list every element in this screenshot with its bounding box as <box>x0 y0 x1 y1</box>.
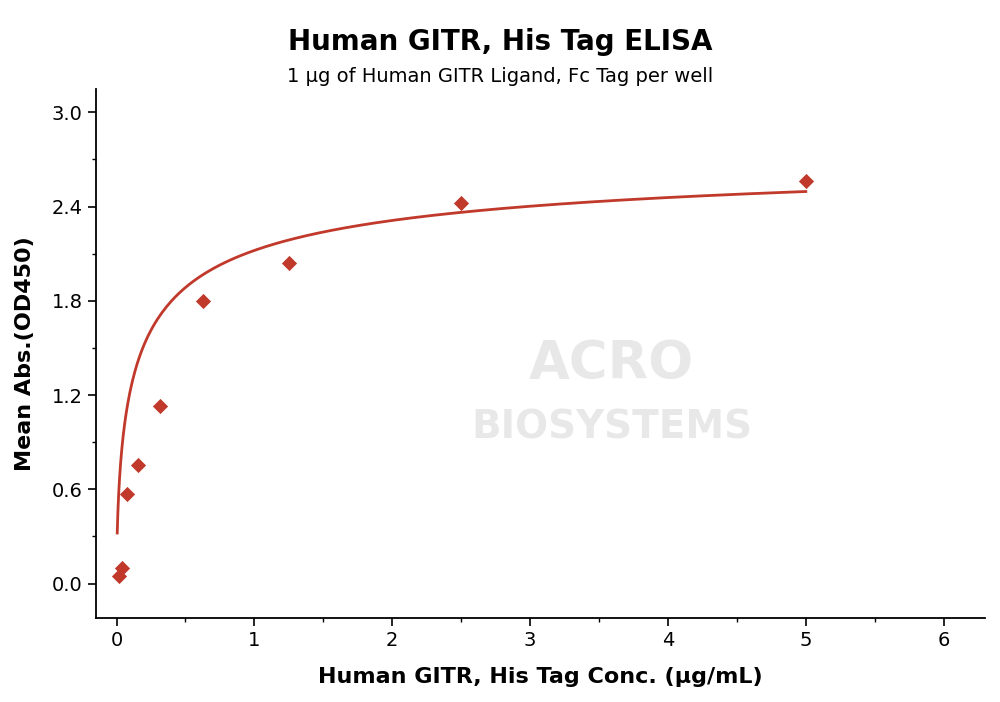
Text: 1 μg of Human GITR Ligand, Fc Tag per well: 1 μg of Human GITR Ligand, Fc Tag per we… <box>287 67 713 86</box>
Point <box>130 459 146 470</box>
Point <box>281 258 297 269</box>
X-axis label: Human GITR, His Tag Conc. (μg/mL): Human GITR, His Tag Conc. (μg/mL) <box>318 667 763 687</box>
Point <box>119 489 135 500</box>
Text: Human GITR, His Tag ELISA: Human GITR, His Tag ELISA <box>288 28 712 56</box>
Point <box>114 562 130 574</box>
Text: BIOSYSTEMS: BIOSYSTEMS <box>471 409 752 446</box>
Y-axis label: Mean Abs.(OD450): Mean Abs.(OD450) <box>15 236 35 471</box>
Point <box>152 400 168 411</box>
Point <box>453 198 469 209</box>
Text: ACRO: ACRO <box>529 338 694 390</box>
Point <box>195 295 211 306</box>
Point <box>111 570 127 581</box>
Point <box>798 176 814 187</box>
